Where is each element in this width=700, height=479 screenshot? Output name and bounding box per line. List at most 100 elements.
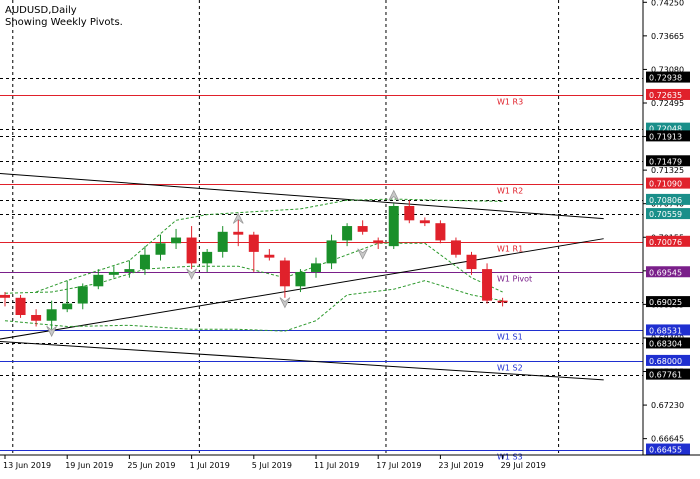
price-tag: 0.71913	[649, 132, 682, 141]
time-tick-label: 23 Jul 2019	[438, 461, 483, 470]
price-tag: 0.70559	[649, 210, 682, 219]
pivot-price-tag: 0.69545	[649, 268, 682, 277]
candle-bull	[202, 251, 213, 264]
price-tick-label: 0.66645	[651, 435, 684, 444]
time-tick-label: 19 Jun 2019	[65, 461, 113, 470]
pivot-level-label: W1 R3	[497, 98, 523, 107]
pivot-price-tag-bg	[646, 443, 690, 455]
candle-bear	[419, 220, 430, 224]
time-tick-label: 25 Jun 2019	[127, 461, 175, 470]
time-tick-label: 13 Jun 2019	[3, 461, 51, 470]
price-tick-label: 0.72495	[651, 99, 684, 108]
candle-bull	[326, 240, 337, 264]
envelope-upper-line	[35, 198, 503, 293]
fractal-down-icon	[186, 268, 197, 280]
price-tick-label: 0.71325	[651, 166, 684, 175]
pivot-level-label: W1 S3	[497, 453, 523, 462]
price-tag: 0.71479	[649, 157, 682, 166]
candle-bull	[342, 226, 353, 241]
candle-bull	[388, 205, 399, 247]
price-tag: 0.69025	[649, 298, 682, 307]
pivot-price-tag-bg	[646, 266, 690, 278]
price-axis: 0.742500.736650.730800.724950.719100.713…	[642, 0, 690, 455]
candle-bear	[248, 234, 259, 252]
candle-bull	[124, 269, 135, 272]
fractal-down-icon	[279, 297, 291, 309]
candle-bear	[482, 269, 493, 301]
price-tag: 0.72048	[649, 125, 682, 134]
pivot-price-tag-bg	[646, 177, 690, 189]
pivot-price-tag-bg	[646, 324, 690, 336]
fractal-up-icon	[388, 189, 400, 201]
envelope-bands	[4, 198, 503, 332]
price-tag-bg	[646, 368, 690, 380]
price-tag-bg	[646, 337, 690, 349]
pivot-price-tag: 0.70076	[649, 238, 682, 247]
candle-bear	[450, 240, 461, 255]
grid-lines	[12, 0, 560, 455]
pivot-level-label: W1 Pivot	[497, 275, 532, 284]
candle-bear	[186, 237, 197, 264]
fractal-down-icon	[46, 325, 58, 338]
candle-bear	[264, 254, 275, 258]
candle-bear	[31, 315, 42, 321]
candle-bull	[108, 271, 119, 275]
pivot-price-tag: 0.71090	[649, 180, 682, 189]
envelope-middle-line	[4, 242, 503, 294]
candle-bull	[93, 274, 104, 287]
time-tick-label: 5 Jul 2019	[252, 461, 292, 470]
candle-bear	[373, 240, 384, 244]
fractal-up-icon	[232, 212, 244, 224]
price-tick-label: 0.67230	[651, 401, 684, 410]
candlestick-series[interactable]	[0, 200, 508, 330]
time-tick-label: 17 Jul 2019	[376, 461, 421, 470]
price-tag: 0.72938	[649, 74, 682, 83]
candle-bull	[217, 231, 228, 252]
pivot-level-label: W1 S1	[497, 333, 523, 342]
candle-bull	[295, 271, 306, 287]
trend-line	[0, 172, 604, 220]
trend-lines	[0, 172, 604, 381]
price-tag-bg	[646, 130, 690, 142]
pivot-level-label: W1 R2	[497, 187, 523, 196]
candle-bear	[466, 254, 477, 270]
price-tag-bg	[646, 71, 690, 83]
price-tag-bg	[646, 208, 690, 220]
price-tag-bg	[646, 155, 690, 167]
candle-bear	[15, 297, 26, 315]
price-tick-label: 0.73665	[651, 32, 684, 41]
pivot-price-tag: 0.68531	[649, 326, 682, 335]
candle-bear	[279, 260, 290, 287]
pivot-level-label: W1 R1	[497, 245, 523, 254]
pivot-price-tag: 0.68000	[649, 357, 682, 366]
fractal-markers	[46, 189, 400, 338]
candle-bear	[497, 300, 508, 303]
chart-subtitle: Showing Weekly Pivots.	[5, 17, 123, 28]
candle-bull	[77, 286, 88, 304]
candle-bear	[404, 205, 415, 221]
price-tag-bg	[646, 193, 690, 205]
price-tag: 0.68304	[649, 339, 682, 348]
price-tag-bg	[646, 122, 690, 134]
candle-bull	[311, 263, 321, 272]
price-tick-label: 0.74250	[651, 0, 684, 7]
pivot-level-labels: W1 R3 W1 R2 W1 R1 W1 Pivot W1 S1 W1 S2 W1 S3	[497, 98, 532, 462]
candle-bull	[46, 309, 57, 321]
time-axis: 13 Jun 2019 19 Jun 2019 25 Jun 2019 1 Jul 2…	[0, 454, 700, 470]
price-tag-bg	[646, 296, 690, 308]
pivot-price-tag-bg	[646, 354, 690, 366]
time-tick-label: 1 Jul 2019	[190, 461, 230, 470]
candle-bull	[139, 254, 150, 270]
trend-line	[0, 340, 604, 381]
time-tick-label: 11 Jul 2019	[314, 461, 359, 470]
pivot-price-tag-bg	[646, 88, 690, 100]
envelope-lower-line	[4, 280, 503, 332]
fractal-down-icon	[357, 248, 369, 260]
price-tick-label: 0.73080	[651, 65, 684, 74]
pivot-price-tag: 0.72635	[649, 91, 682, 100]
candle-bear	[233, 231, 244, 235]
time-tick-label: 29 Jul 2019	[501, 461, 546, 470]
level-lines	[0, 78, 643, 451]
